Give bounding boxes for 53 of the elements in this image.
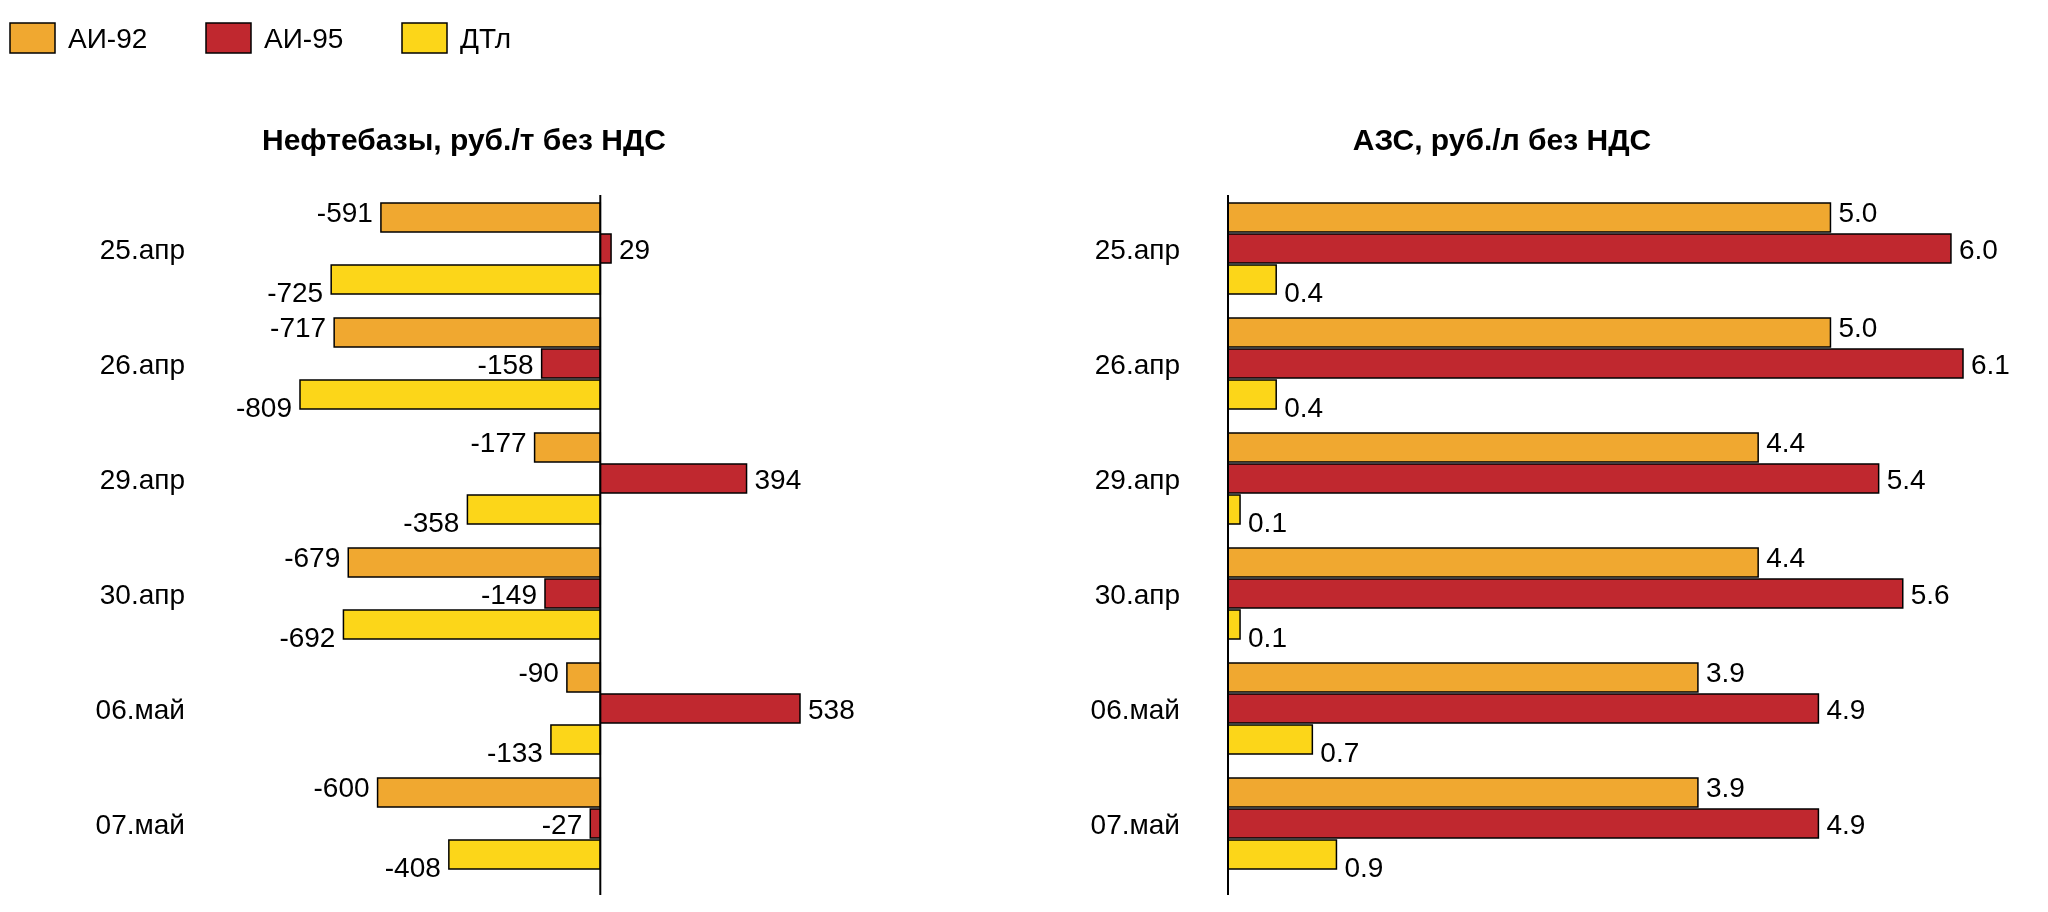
y-tick-label: 29.апр [99,463,185,495]
data-label: 5.6 [1910,578,1950,610]
data-label: -358 [403,506,460,538]
data-label: -27 [541,808,583,840]
data-label: 4.4 [1766,426,1806,458]
data-label: -717 [270,311,327,343]
y-tick-label: 30.апр [99,578,185,610]
y-tick-label: 26.апр [99,348,185,380]
data-label: 0.7 [1320,736,1360,768]
chart-title: Нефтебазы, руб./т без НДС [262,123,666,156]
data-label: 5.4 [1886,463,1926,495]
y-tick-label: 26.апр [1094,348,1180,380]
data-label: 3.9 [1705,771,1745,803]
data-label: -692 [279,621,336,653]
data-label: -90 [518,656,559,688]
data-label: 0.4 [1284,391,1324,423]
data-label: -591 [316,196,373,228]
data-label: -679 [284,541,341,573]
data-label: -158 [477,348,534,380]
data-label: 5.0 [1838,311,1878,343]
y-tick-label: 30.апр [1094,578,1180,610]
y-tick-label: 29.апр [1094,463,1180,495]
data-label: -177 [470,426,527,458]
y-tick-label: 06.май [1090,693,1180,725]
data-label: 4.9 [1826,693,1866,725]
data-label: 0.4 [1284,276,1324,308]
y-tick-label: 06.май [95,693,185,725]
legend-label: ДТл [460,23,512,54]
data-label: 394 [754,463,802,495]
data-label: 5.0 [1838,196,1878,228]
data-label: 0.9 [1344,851,1384,883]
data-label: -809 [235,391,292,423]
data-label: -600 [313,771,370,803]
y-tick-label: 25.апр [1094,233,1180,265]
y-tick-label: 25.апр [99,233,185,265]
data-label: 29 [619,233,651,265]
y-tick-label: 07.май [95,808,185,840]
data-label: -133 [486,736,543,768]
y-tick-label: 07.май [1090,808,1180,840]
data-label: -725 [267,276,324,308]
chart-title: АЗС, руб./л без НДС [1352,123,1652,156]
data-label: 538 [808,693,855,725]
data-label: 4.4 [1766,541,1806,573]
data-label: 6.0 [1958,233,1998,265]
legend-label: АИ-95 [264,23,344,54]
data-label: 0.1 [1248,506,1287,538]
data-label: 3.9 [1705,656,1745,688]
data-label: -149 [480,578,537,610]
data-label: 6.1 [1971,348,2010,380]
data-label: 4.9 [1826,808,1866,840]
legend-label: АИ-92 [68,23,148,54]
data-label: -408 [384,851,441,883]
data-label: 0.1 [1248,621,1287,653]
